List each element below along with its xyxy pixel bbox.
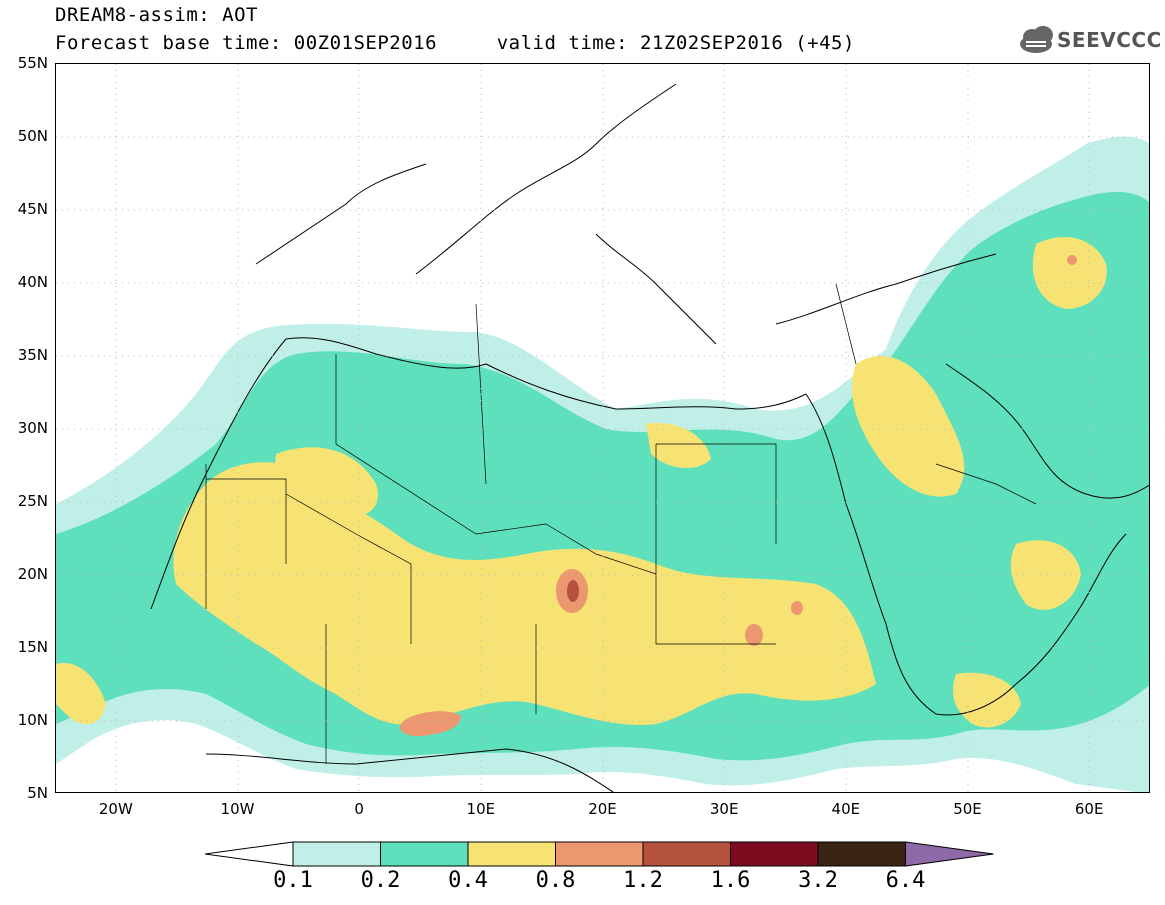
colorbar-tick-label: 0.2 [360,868,401,893]
latitude-tick-label: 15N [17,638,48,656]
longitude-tick-label: 40E [831,800,861,818]
colorbar-segment [817,841,906,867]
latitude-tick-label: 40N [17,273,48,291]
title-times: Forecast base time: 00Z01SEP2016 valid t… [55,32,855,54]
longitude-tick-label: 30E [709,800,739,818]
colorbar-tick-label: 0.1 [273,868,313,893]
latitude-tick-label: 35N [17,346,48,364]
latitude-tick-label: 10N [17,711,48,729]
colorbar-segment [380,841,469,867]
colorbar-segment [555,841,644,867]
longitude-tick-label: 60E [1074,800,1104,818]
aot-band-high [56,236,1107,728]
country-borders [205,283,1037,764]
latitude-tick-label: 45N [17,200,48,218]
colorbar [205,841,994,867]
colorbar-segment [292,841,381,867]
colorbar-segment [642,841,731,867]
colorbar-tick-label: 0.8 [535,868,576,893]
title-variable: DREAM8-assim: AOT [55,4,258,26]
colorbar-under-arrow [205,841,294,867]
longitude-tick-label: 10E [466,800,496,818]
aot-map [56,64,1149,792]
latitude-tick-label: 20N [17,565,48,583]
longitude-tick-label: 10W [220,800,255,818]
aot-band-extreme [567,580,579,602]
colorbar-over-arrow [905,841,994,867]
latitude-tick-label: 25N [17,492,48,510]
logo-text: SEEVCCC [1057,28,1162,52]
colorbar-segment [467,841,556,867]
longitude-tick-label: 50E [953,800,982,818]
colorbar-segment [730,841,819,867]
cloud-icon [1020,26,1053,53]
colorbar-tick-label: 1.6 [710,868,751,893]
latitude-tick-label: 55N [17,54,48,72]
latitude-tick-label: 5N [27,784,48,802]
colorbar-tick-label: 0.4 [448,868,488,893]
longitude-tick-label: 0 [354,800,364,818]
colorbar-tick-label: 3.2 [798,868,838,893]
latitude-tick-label: 30N [17,419,48,437]
latitude-tick-label: 50N [17,127,48,145]
colorbar-tick-label: 6.4 [885,868,926,893]
longitude-tick-label: 20W [98,800,133,818]
longitude-tick-label: 20E [588,800,617,818]
aot-band-very-high [400,255,1077,737]
colorbar-tick-label: 1.2 [623,868,663,893]
map-panel [55,63,1150,793]
